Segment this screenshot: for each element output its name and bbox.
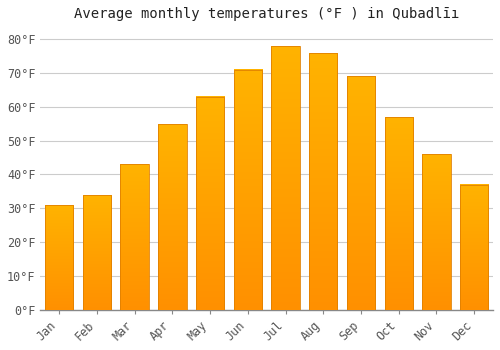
Bar (272, 46, 299, 310)
Bar (234, 70, 262, 310)
Bar (422, 154, 450, 310)
Bar (460, 184, 488, 310)
Title: Average monthly temperatures (°F ) in Qubadlīı: Average monthly temperatures (°F ) in Qu… (74, 7, 460, 21)
Bar (347, 76, 375, 310)
Bar (196, 97, 224, 310)
Bar (158, 124, 186, 310)
Bar (45, 205, 74, 310)
Bar (120, 164, 149, 310)
Bar (83, 195, 111, 310)
Bar (309, 53, 338, 310)
Bar (384, 117, 413, 310)
